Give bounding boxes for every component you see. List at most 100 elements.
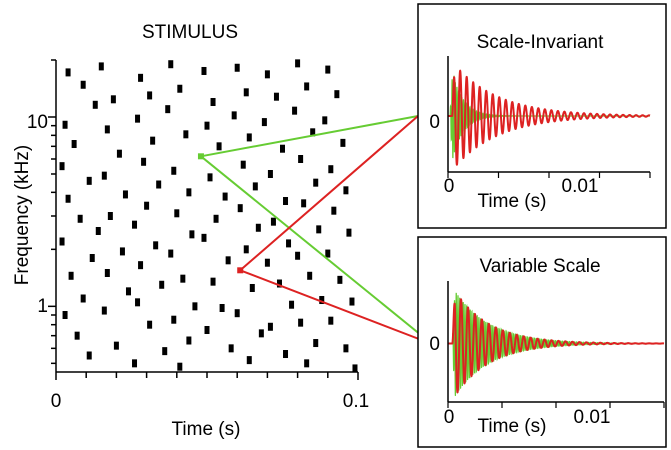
stimulus-event (213, 214, 219, 223)
stimulus-event (222, 192, 228, 201)
stimulus-event (113, 341, 119, 350)
stimulus-events (59, 59, 358, 373)
stimulus-event (59, 237, 65, 246)
stimulus-event (234, 309, 240, 318)
stimulus-event (276, 279, 282, 288)
stimulus-event (201, 66, 207, 75)
stimulus-event (162, 347, 168, 356)
stimulus-ytick-label-10: 10 (27, 112, 48, 133)
stimulus-event (65, 68, 71, 77)
variable-scale-title: Variable Scale (479, 256, 600, 277)
stimulus-event (264, 70, 270, 79)
stimulus-event (65, 194, 71, 203)
stimulus-event (150, 136, 156, 145)
stimulus-event (147, 320, 153, 329)
stimulus-event (89, 254, 95, 263)
stimulus-event (92, 100, 98, 109)
stimulus-event (328, 316, 334, 325)
stimulus-event (283, 197, 289, 206)
stimulus-event (86, 351, 92, 360)
stimulus-event (180, 274, 186, 283)
connector-lines (200, 115, 433, 345)
stimulus-event (343, 344, 349, 353)
stimulus-xtick-label-0: 0 (51, 391, 62, 412)
stimulus-event (86, 176, 92, 185)
variable-scale-xtick-label-0.01: 0.01 (574, 407, 611, 428)
stimulus-event (141, 157, 147, 166)
stimulus-event (138, 73, 144, 82)
stimulus-event (304, 359, 310, 368)
stimulus-xlabel: Time (s) (172, 419, 241, 440)
stimulus-event (237, 204, 243, 213)
stimulus-event (165, 105, 171, 114)
stimulus-event (267, 322, 273, 331)
stimulus-event (307, 271, 313, 280)
stimulus-event (286, 239, 292, 248)
stimulus-event (132, 220, 138, 229)
waveform-series-red (448, 69, 651, 166)
stimulus-event (319, 296, 325, 305)
stimulus-event (225, 256, 231, 265)
stimulus-event (207, 173, 213, 182)
stimulus-event (346, 228, 352, 237)
scale-invariant-plot (447, 56, 651, 178)
stimulus-event (243, 88, 249, 97)
stimulus-event (186, 336, 192, 345)
stimulus-event (168, 60, 174, 69)
stimulus-event (156, 180, 162, 189)
stimulus-event (135, 298, 141, 307)
stimulus-event (252, 182, 258, 191)
stimulus-event (334, 90, 340, 99)
stimulus-event (62, 120, 68, 129)
stimulus-event (189, 230, 195, 239)
variable-scale-plot (447, 281, 665, 408)
scale-invariant-xlabel: Time (s) (478, 191, 547, 212)
stimulus-event (316, 225, 322, 234)
connector-red-to-bottom (239, 269, 433, 345)
stimulus-event (101, 306, 107, 315)
stimulus-event (264, 258, 270, 267)
stimulus-event (325, 65, 331, 74)
stimulus-event (249, 283, 255, 292)
stimulus-event (298, 318, 304, 327)
stimulus-event (138, 261, 144, 270)
stimulus-event (171, 166, 177, 175)
scale-invariant-xtick-label-0: 0 (444, 176, 455, 197)
stimulus-event (289, 300, 295, 309)
stimulus-event (95, 226, 101, 235)
stimulus-event (125, 287, 131, 296)
stimulus-event (216, 142, 222, 151)
stimulus-event (325, 249, 331, 258)
stimulus-event (174, 209, 180, 218)
stimulus-event (310, 128, 316, 137)
stimulus-event (261, 118, 267, 127)
stimulus-event (322, 116, 328, 125)
stimulus-event (328, 165, 334, 174)
stimulus-event (331, 206, 337, 215)
stimulus-event (153, 241, 159, 250)
stimulus-event (243, 245, 249, 254)
stimulus-event (234, 63, 240, 72)
stimulus-event (186, 188, 192, 197)
stimulus-event (104, 268, 110, 277)
connector-green-to-bottom (200, 155, 433, 345)
stimulus-event (204, 325, 210, 334)
stimulus-event (62, 311, 68, 320)
stimulus-event (343, 186, 349, 195)
stimulus-event (107, 212, 113, 220)
stimulus-ytick-label-1: 1 (37, 296, 48, 317)
stimulus-event (68, 271, 74, 280)
stimulus-event (210, 277, 216, 286)
stimulus-event (204, 121, 210, 130)
stimulus-event (135, 114, 141, 123)
stimulus-xtick-label-0.1: 0.1 (343, 391, 369, 412)
stimulus-event (267, 169, 273, 178)
stimulus-event (132, 359, 138, 368)
scale-invariant-ytick-label-0: 0 (429, 112, 440, 133)
stimulus-event (292, 106, 298, 115)
stimulus-event (59, 162, 65, 171)
stimulus-axis-ticks (48, 59, 359, 380)
stimulus-event (177, 362, 183, 371)
stimulus-event (295, 59, 301, 68)
